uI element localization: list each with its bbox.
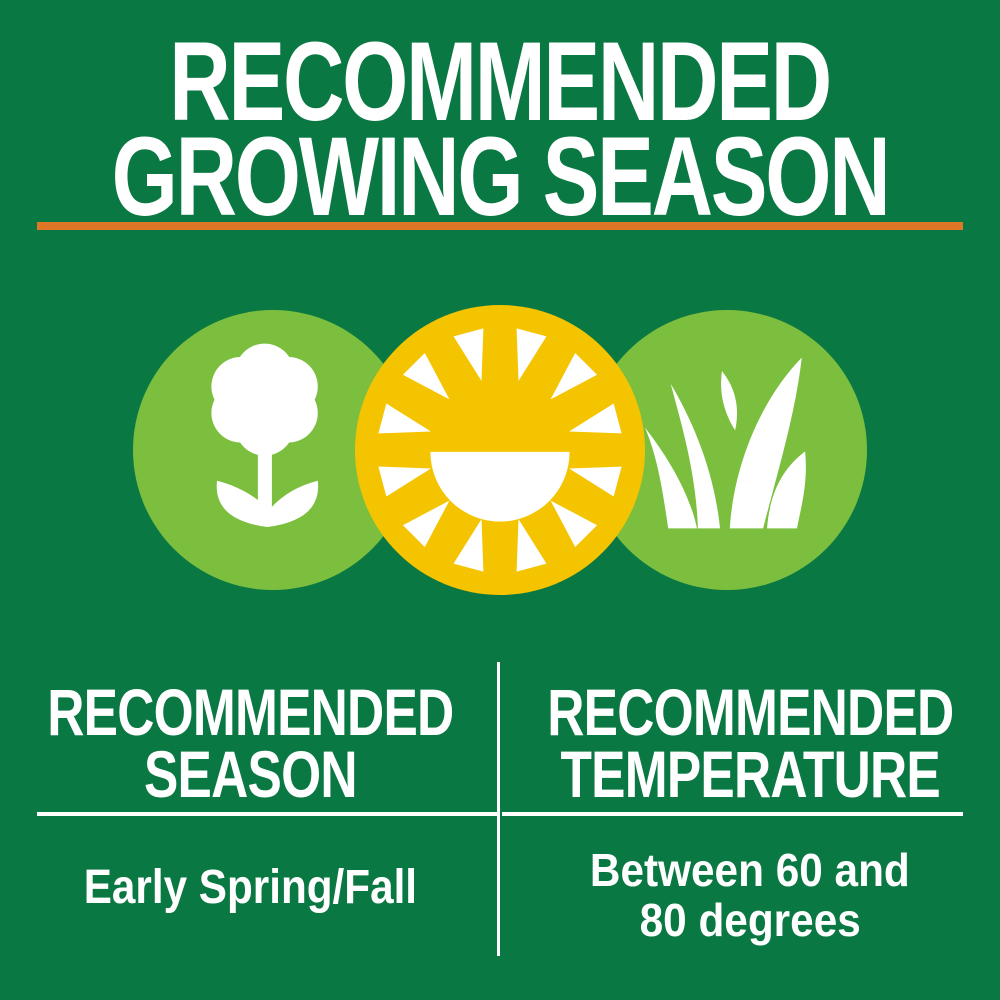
page-title-line1: RECOMMENDED	[169, 19, 833, 144]
temperature-value-line2: 80 degrees	[639, 894, 861, 946]
sun-circle	[355, 305, 645, 595]
temperature-column-heading: RECOMMENDED TEMPERATURE	[500, 675, 1000, 811]
grass-icon	[644, 357, 806, 529]
column-divider	[497, 662, 500, 956]
flower-icon	[211, 343, 319, 527]
grass-circle	[587, 310, 867, 590]
page-title-line2: GROWING SEASON	[111, 114, 891, 239]
page-title: RECOMMENDED GROWING SEASON	[0, 19, 1000, 239]
temperature-value: Between 60 and 80 degrees	[500, 845, 1000, 945]
temperature-heading-divider	[502, 812, 963, 816]
season-heading-divider	[37, 812, 498, 816]
temperature-heading-line1: RECOMMENDED	[546, 675, 954, 749]
season-column-heading: RECOMMENDED SEASON	[0, 675, 500, 811]
season-value-text: Early Spring/Fall	[83, 861, 417, 914]
season-value: Early Spring/Fall	[0, 863, 500, 913]
temperature-value-line1: Between 60 and	[590, 844, 910, 896]
season-heading-line2: SEASON	[143, 737, 358, 811]
temperature-heading-line2: TEMPERATURE	[560, 737, 940, 811]
sun-icon	[378, 328, 622, 572]
title-divider	[37, 222, 963, 230]
season-heading-line1: RECOMMENDED	[46, 675, 454, 749]
